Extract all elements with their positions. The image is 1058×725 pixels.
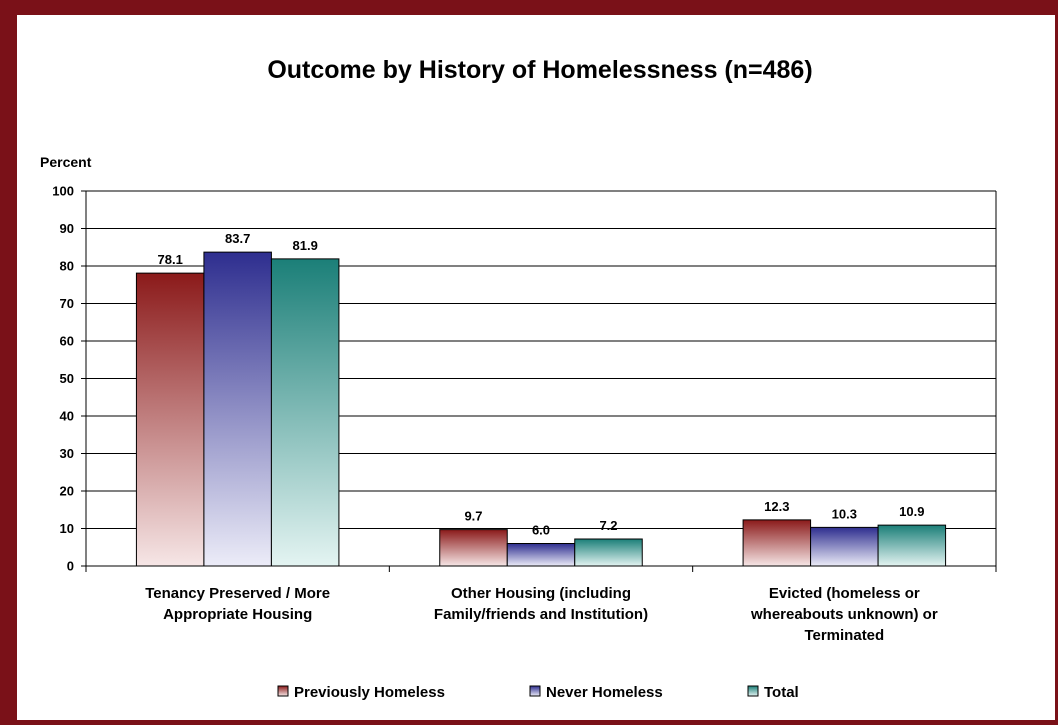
category-label: Appropriate Housing [163,606,312,623]
legend: Previously Homeless Never Homeless Total [277,684,799,701]
legend-label: Total [764,684,799,701]
y-axis-label: Percent [40,154,92,170]
legend-label: Never Homeless [546,684,663,701]
data-label: 12.3 [764,499,789,514]
data-label: 10.9 [899,504,924,519]
y-tick-label: 80 [60,259,74,274]
data-label: 7.2 [599,518,617,533]
bar [135,272,205,567]
data-label: 83.7 [225,231,250,246]
y-tick-label: 10 [60,521,74,536]
bar [439,529,508,567]
legend-label: Previously Homeless [294,684,445,701]
y-tick-label: 20 [60,484,74,499]
y-tick-label: 30 [60,446,74,461]
category-label: Family/friends and Institution) [434,606,648,623]
category-label: Tenancy Preserved / More [145,585,330,602]
data-label: 6.0 [532,523,550,538]
bars [135,251,947,567]
legend-swatch [747,685,759,697]
y-tick-label: 60 [60,334,74,349]
data-labels: 78.1 83.7 81.9 9.7 6.0 7.2 12.3 10.3 10.9 [158,231,925,537]
y-tick-label: 40 [60,409,74,424]
y-tick-label: 100 [52,184,74,199]
category-label: Evicted (homeless or [769,585,920,602]
data-label: 81.9 [293,238,318,253]
axes [85,191,997,572]
y-axis-ticks: 0 10 20 30 40 50 60 70 80 90 100 [52,184,86,574]
bar [574,538,643,567]
data-label: 10.3 [832,506,857,521]
category-label: Other Housing (including [451,585,631,602]
chart-title: Outcome by History of Homelessness (n=48… [267,56,812,84]
bar [742,519,812,567]
category-label: whereabouts unknown) or [750,606,938,623]
bar [877,524,947,567]
data-label: 78.1 [158,252,183,267]
bar [506,543,576,567]
legend-swatch [277,685,289,697]
bar [810,526,879,567]
y-tick-label: 50 [60,371,74,386]
category-label: Terminated [804,627,884,644]
y-tick-label: 0 [67,559,74,574]
legend-swatch [529,685,541,697]
data-label: 9.7 [464,509,482,524]
bar [203,251,272,567]
category-labels: Tenancy Preserved / More Appropriate Hous… [145,585,938,644]
bar [270,258,340,567]
y-tick-label: 90 [60,221,74,236]
y-tick-label: 70 [60,296,74,311]
